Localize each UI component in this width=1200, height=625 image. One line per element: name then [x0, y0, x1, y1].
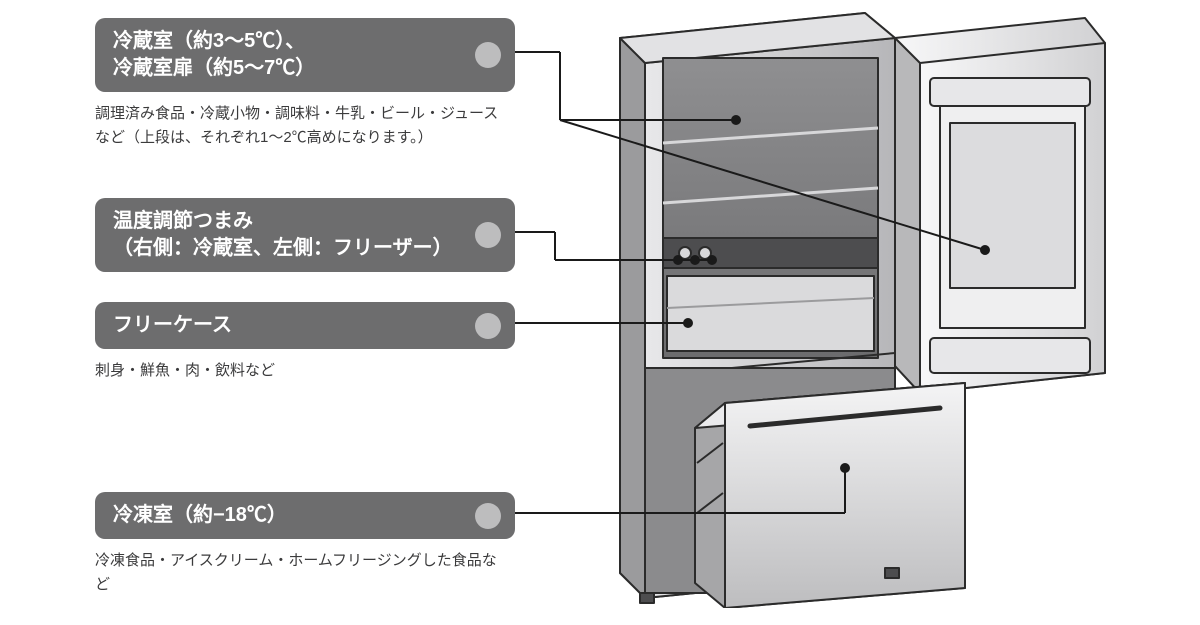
callout-temperature-knob: 温度調節つまみ（右側：冷蔵室、左側：フリーザー） [95, 198, 515, 272]
callout-title-line1: フリーケース [113, 312, 465, 339]
callout-body: 調理済み食品・冷蔵小物・調味料・牛乳・ビール・ジュースなど（上段は、それぞれ1〜… [95, 102, 515, 150]
callout-fridge-compartment: 冷蔵室（約3〜5℃）、冷蔵室扉（約5〜7℃） 調理済み食品・冷蔵小物・調味料・牛乳… [95, 18, 515, 150]
callout-header: 冷凍室（約−18℃） [95, 492, 515, 539]
fridge-illustration [585, 8, 1115, 608]
callout-marker-dot [475, 42, 501, 68]
callout-free-case: フリーケース刺身・鮮魚・肉・飲料など [95, 302, 515, 383]
callout-header: フリーケース [95, 302, 515, 349]
callout-header: 冷蔵室（約3〜5℃）、冷蔵室扉（約5〜7℃） [95, 18, 515, 92]
callout-title-line1: 冷蔵室（約3〜5℃）、 [113, 28, 465, 55]
callout-title-line2: 冷蔵室扉（約5〜7℃） [113, 55, 465, 82]
diagram-root: 冷蔵室（約3〜5℃）、冷蔵室扉（約5〜7℃） 調理済み食品・冷蔵小物・調味料・牛乳… [0, 0, 1200, 625]
callout-title-line2: （右側：冷蔵室、左側：フリーザー） [113, 235, 465, 262]
callout-title-line1: 温度調節つまみ [113, 208, 465, 235]
callout-body: 冷凍食品・アイスクリーム・ホームフリージングした食品など [95, 549, 515, 597]
callout-body: 刺身・鮮魚・肉・飲料など [95, 359, 515, 383]
callout-freezer: 冷凍室（約−18℃） 冷凍食品・アイスクリーム・ホームフリージングした食品など [95, 492, 515, 597]
callout-marker-dot [475, 313, 501, 339]
callout-marker-dot [475, 503, 501, 529]
callout-header: 温度調節つまみ（右側：冷蔵室、左側：フリーザー） [95, 198, 515, 272]
callout-title-line1: 冷凍室（約−18℃） [113, 502, 465, 529]
callout-marker-dot [475, 222, 501, 248]
